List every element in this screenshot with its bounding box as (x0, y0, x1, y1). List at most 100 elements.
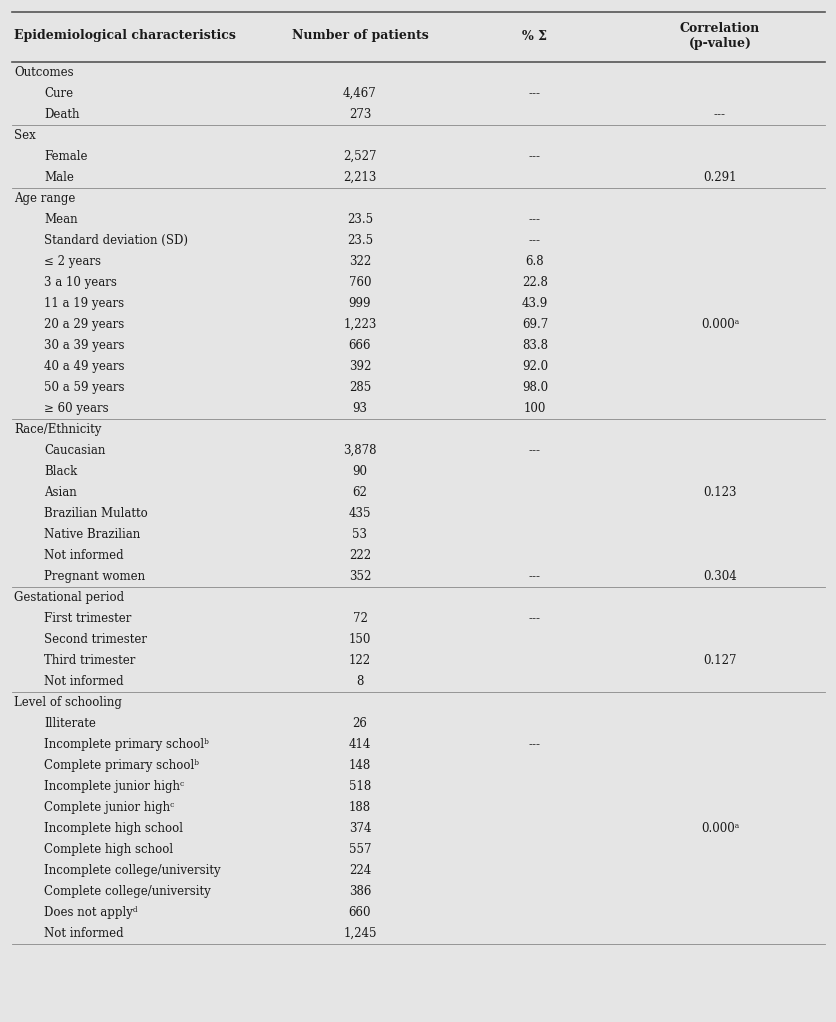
Text: ≤ 2 years: ≤ 2 years (44, 256, 101, 268)
Text: 0.000ᵃ: 0.000ᵃ (700, 318, 738, 331)
Text: 40 a 49 years: 40 a 49 years (44, 360, 125, 373)
Text: 122: 122 (349, 654, 370, 667)
Text: 1,223: 1,223 (343, 318, 376, 331)
Text: 352: 352 (349, 570, 370, 583)
Text: 386: 386 (349, 885, 370, 898)
Text: 20 a 29 years: 20 a 29 years (44, 318, 124, 331)
Text: 0.123: 0.123 (702, 486, 736, 499)
Text: Not informed: Not informed (44, 927, 124, 940)
Text: Outcomes: Outcomes (14, 66, 74, 79)
Text: ---: --- (528, 612, 540, 625)
Text: 3,878: 3,878 (343, 444, 376, 457)
Text: 62: 62 (352, 486, 367, 499)
Text: Incomplete primary schoolᵇ: Incomplete primary schoolᵇ (44, 738, 209, 751)
Text: 999: 999 (349, 297, 371, 310)
Text: ---: --- (528, 150, 540, 162)
Text: 90: 90 (352, 465, 367, 478)
Text: 69.7: 69.7 (522, 318, 548, 331)
Text: 322: 322 (349, 256, 370, 268)
Text: Number of patients: Number of patients (291, 30, 428, 43)
Text: Sex: Sex (14, 129, 36, 142)
Text: 30 a 39 years: 30 a 39 years (44, 339, 125, 352)
Text: 222: 222 (349, 549, 370, 562)
Text: 93: 93 (352, 402, 367, 415)
Text: Death: Death (44, 108, 79, 121)
Text: 3 a 10 years: 3 a 10 years (44, 276, 117, 289)
Text: 0.127: 0.127 (702, 654, 736, 667)
Text: 0.304: 0.304 (702, 570, 736, 583)
Text: Brazilian Mulatto: Brazilian Mulatto (44, 507, 148, 520)
Text: Age range: Age range (14, 192, 75, 205)
Text: 8: 8 (356, 675, 364, 688)
Text: ---: --- (528, 570, 540, 583)
Text: 557: 557 (349, 843, 371, 856)
Text: ≥ 60 years: ≥ 60 years (44, 402, 109, 415)
Text: Female: Female (44, 150, 88, 162)
Text: 11 a 19 years: 11 a 19 years (44, 297, 124, 310)
Text: 2,213: 2,213 (343, 171, 376, 184)
Text: ---: --- (528, 87, 540, 100)
Text: Pregnant women: Pregnant women (44, 570, 145, 583)
Text: 50 a 59 years: 50 a 59 years (44, 381, 125, 394)
Text: Cure: Cure (44, 87, 73, 100)
Text: Third trimester: Third trimester (44, 654, 135, 667)
Text: Complete college/university: Complete college/university (44, 885, 211, 898)
Text: 518: 518 (349, 780, 370, 793)
Text: 100: 100 (523, 402, 546, 415)
Text: 1,245: 1,245 (343, 927, 376, 940)
Text: Second trimester: Second trimester (44, 633, 147, 646)
Text: Mean: Mean (44, 213, 78, 226)
Text: Male: Male (44, 171, 74, 184)
Text: 374: 374 (349, 822, 371, 835)
Text: Complete high school: Complete high school (44, 843, 173, 856)
Text: 0.000ᵃ: 0.000ᵃ (700, 822, 738, 835)
Text: Race/Ethnicity: Race/Ethnicity (14, 423, 101, 436)
Text: 98.0: 98.0 (522, 381, 548, 394)
Text: ---: --- (528, 213, 540, 226)
Text: Does not applyᵈ: Does not applyᵈ (44, 905, 137, 919)
Text: 23.5: 23.5 (347, 234, 373, 247)
Text: 392: 392 (349, 360, 370, 373)
Text: Asian: Asian (44, 486, 77, 499)
Text: 2,527: 2,527 (343, 150, 376, 162)
Text: Caucasian: Caucasian (44, 444, 105, 457)
Text: 285: 285 (349, 381, 370, 394)
Text: Incomplete high school: Incomplete high school (44, 822, 183, 835)
Text: Complete primary schoolᵇ: Complete primary schoolᵇ (44, 759, 199, 772)
Text: ---: --- (528, 444, 540, 457)
Text: % Σ: % Σ (522, 30, 547, 43)
Text: Epidemiological characteristics: Epidemiological characteristics (14, 30, 236, 43)
Text: 435: 435 (349, 507, 371, 520)
Text: Standard deviation (SD): Standard deviation (SD) (44, 234, 188, 247)
Text: Level of schooling: Level of schooling (14, 696, 122, 709)
Text: 23.5: 23.5 (347, 213, 373, 226)
Text: 92.0: 92.0 (522, 360, 548, 373)
Text: 22.8: 22.8 (522, 276, 548, 289)
Text: 660: 660 (349, 905, 371, 919)
Text: 4,467: 4,467 (343, 87, 376, 100)
Text: ---: --- (528, 738, 540, 751)
Text: Native Brazilian: Native Brazilian (44, 528, 140, 541)
Text: 150: 150 (349, 633, 370, 646)
Text: First trimester: First trimester (44, 612, 131, 625)
Text: 414: 414 (349, 738, 370, 751)
Text: 666: 666 (349, 339, 371, 352)
Text: Not informed: Not informed (44, 549, 124, 562)
Text: 148: 148 (349, 759, 370, 772)
Text: Illiterate: Illiterate (44, 717, 96, 730)
Text: Gestational period: Gestational period (14, 591, 124, 604)
Text: 26: 26 (352, 717, 367, 730)
Text: Incomplete college/university: Incomplete college/university (44, 864, 221, 877)
Text: 0.291: 0.291 (702, 171, 736, 184)
Text: 760: 760 (349, 276, 371, 289)
Text: Incomplete junior highᶜ: Incomplete junior highᶜ (44, 780, 184, 793)
Text: 188: 188 (349, 801, 370, 814)
Text: ---: --- (713, 108, 725, 121)
Text: 83.8: 83.8 (522, 339, 548, 352)
Text: Not informed: Not informed (44, 675, 124, 688)
Text: 6.8: 6.8 (525, 256, 543, 268)
Text: 72: 72 (352, 612, 367, 625)
Text: 224: 224 (349, 864, 370, 877)
Text: 273: 273 (349, 108, 370, 121)
Text: 53: 53 (352, 528, 367, 541)
